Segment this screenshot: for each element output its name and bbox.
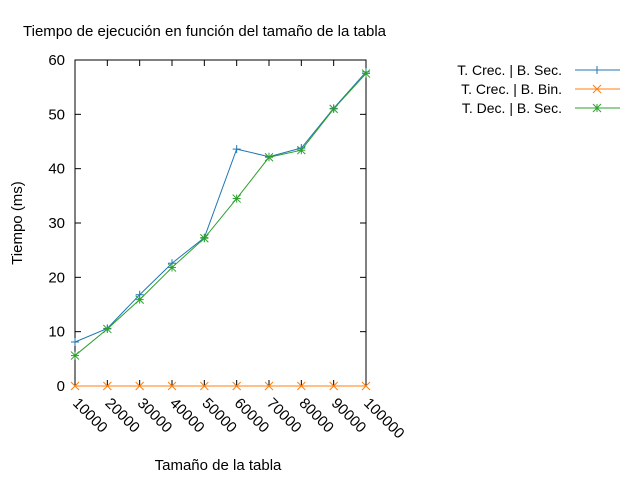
data-point [232,145,241,154]
legend-item: T. Dec. | B. Sec. [462,100,620,116]
x-tick-label: 100000 [360,395,407,442]
data-point [199,233,209,243]
legend-item: T. Crec. | B. Sec. [457,62,620,78]
chart-title: Tiempo de ejecución en función del tamañ… [23,23,387,40]
legend: T. Crec. | B. Sec. T. Crec. | B. Bin. T. D… [457,62,620,116]
series-line [74,73,367,356]
data-point [71,337,79,346]
y-tick-label: 60 [48,52,65,69]
legend-item: T. Crec. | B. Bin. [461,81,620,97]
data-point [167,381,177,391]
x-tick-label: 80000 [296,395,338,437]
legend-marker [592,103,602,113]
legend-marker [593,66,601,74]
data-point [102,381,112,391]
data-point [361,381,371,391]
data-point [70,381,80,391]
data-point [329,381,339,391]
legend-label: T. Crec. | B. Sec. [457,62,562,78]
data-point [264,381,274,391]
x-tick-label: 60000 [231,395,273,437]
y-axis: 0 10 20 30 40 50 60 [48,52,366,395]
data-point [296,381,306,391]
x-tick-label: 90000 [328,395,370,437]
y-tick-label: 10 [48,324,65,341]
y-axis-label: Tiempo (ms) [9,181,26,265]
plot-area [70,67,371,391]
legend-label: T. Crec. | B. Bin. [461,81,562,97]
x-tick-label: 30000 [134,395,176,437]
legend-marker [592,84,602,94]
y-tick-label: 30 [48,215,65,232]
series-3 [70,69,371,360]
y-tick-label: 40 [48,161,65,178]
series-line [74,71,367,343]
data-point [70,351,80,360]
data-point [167,263,177,272]
data-point [232,194,242,203]
data-point [135,381,145,391]
data-point [264,152,274,162]
data-point [296,145,306,155]
x-tick-label: 70000 [263,395,305,437]
x-tick-label: 50000 [199,395,241,437]
data-point [135,295,145,304]
data-point [232,381,242,391]
series-1 [71,67,370,346]
y-tick-label: 50 [48,106,65,123]
y-tick-label: 20 [48,269,65,286]
x-tick-label: 40000 [166,395,208,437]
x-axis-label: Tamaño de la tabla [155,457,282,474]
series-2 [70,381,371,391]
x-tick-label: 20000 [102,395,144,437]
data-point [329,104,339,114]
y-tick-label: 0 [57,378,65,395]
data-point [102,324,112,334]
data-point [361,69,371,78]
data-point [199,381,209,391]
plot-frame [74,59,367,387]
x-tick-label: 10000 [69,395,111,437]
legend-label: T. Dec. | B. Sec. [462,100,562,116]
